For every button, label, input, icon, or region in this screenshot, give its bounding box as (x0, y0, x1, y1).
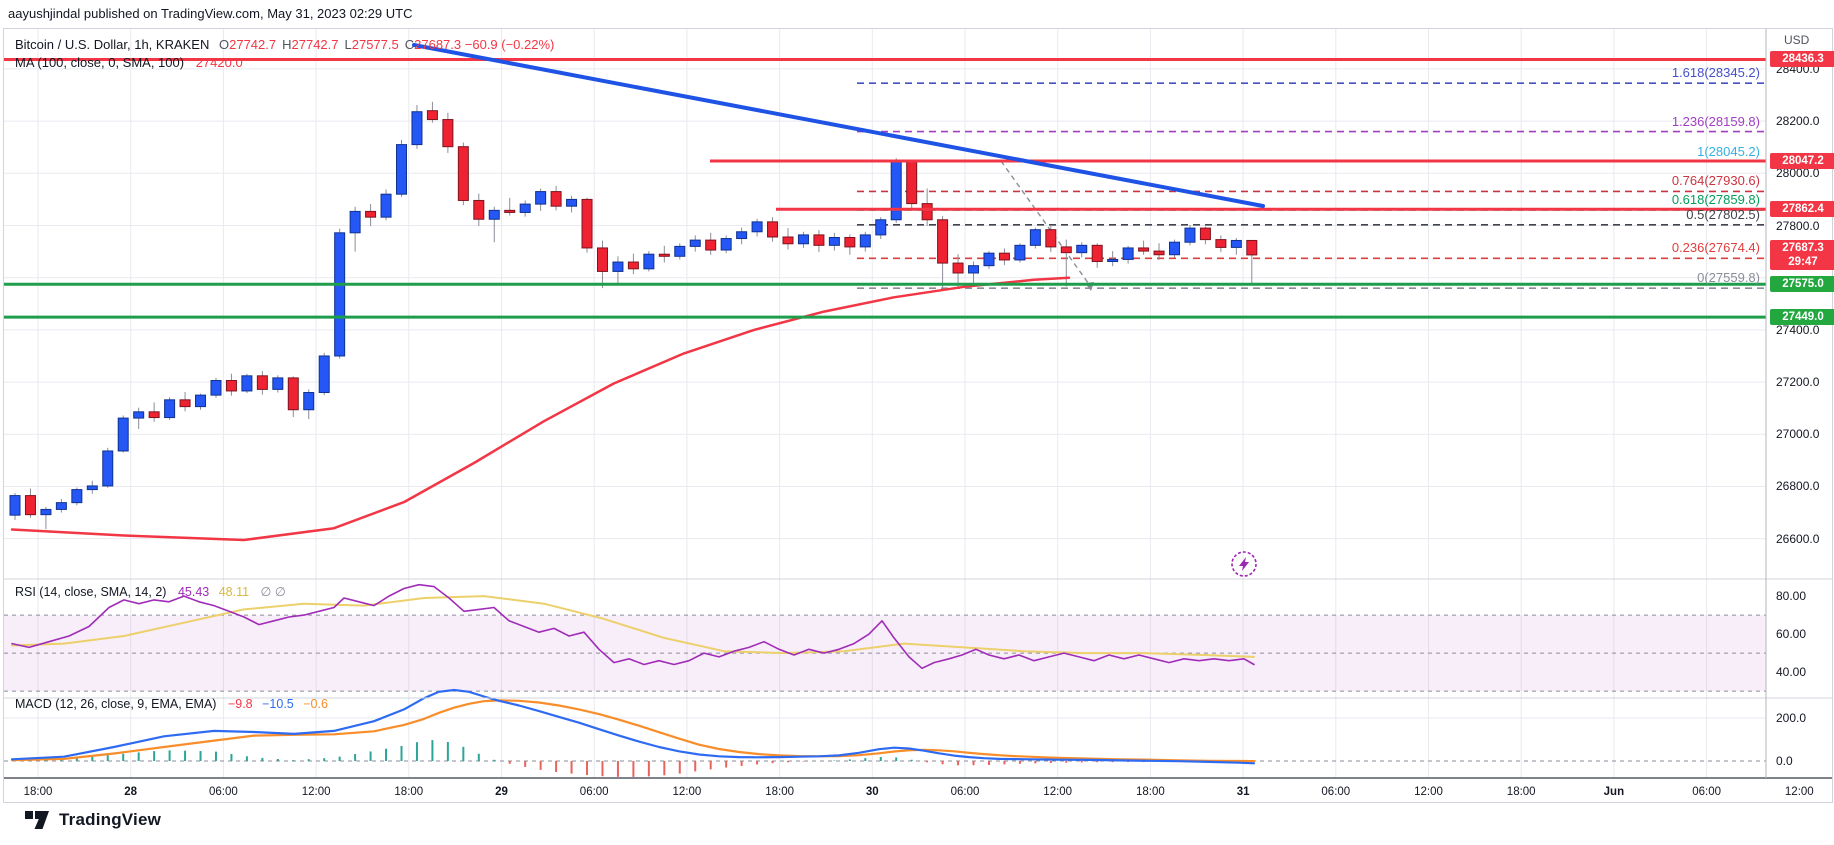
ma100-line (10, 276, 1071, 542)
price-badge-28047.2[interactable]: 28047.2 (1770, 152, 1834, 169)
time-label-29[interactable]: 29 (495, 786, 508, 798)
descending-trendline (412, 43, 1265, 208)
candles-layer (9, 101, 1258, 530)
footer: TradingView (25, 810, 161, 830)
fib-label-0.764: 0.764(27930.6) (1671, 173, 1760, 189)
price-tick-27200.0: 27200.0 (1776, 375, 1820, 390)
price-tick-28200.0: 28200.0 (1776, 114, 1820, 129)
price-badge-27862.4[interactable]: 27862.4 (1770, 201, 1834, 218)
chart-canvas[interactable] (4, 29, 1832, 802)
fib-label-0.5: 0.5(27802.5) (1686, 206, 1760, 222)
fib-label-1.236: 1.236(28159.8) (1671, 113, 1760, 129)
macd-tick-200.0: 200.0 (1776, 711, 1807, 725)
bar-countdown: 29:47 (1788, 255, 1818, 268)
fib-guide-arrow (1000, 160, 1092, 288)
rsi-line (11, 583, 1255, 670)
rsi-tick-80.00: 80.00 (1776, 589, 1807, 604)
time-label-06:00[interactable]: 06:00 (1692, 786, 1721, 798)
attribution-text: aayushjindal published on TradingView.co… (8, 6, 413, 21)
macd-plot (10, 688, 1256, 777)
time-label-18:00[interactable]: 18:00 (765, 786, 794, 798)
chart-area[interactable]: Bitcoin / U.S. Dollar, 1h, KRAKEN O27742… (3, 28, 1834, 803)
price-tick-27800.0: 27800.0 (1776, 218, 1820, 233)
rsi-band (4, 614, 1766, 692)
time-label-06:00[interactable]: 06:00 (209, 786, 238, 798)
macd-signal-line (10, 699, 1256, 763)
fib-label-1.618: 1.618(28345.2) (1671, 65, 1760, 81)
rsi-sma-line (11, 595, 1255, 658)
horizontal-lines (4, 57, 1766, 319)
time-label-18:00[interactable]: 18:00 (394, 786, 424, 798)
footer-brand-text[interactable]: TradingView (59, 810, 162, 829)
currency-label: USD (1784, 33, 1810, 47)
price-tick-28000.0: 28000.0 (1776, 166, 1820, 181)
fib-label-1: 1(28045.2) (1697, 143, 1760, 159)
lightning-icon (1231, 551, 1257, 577)
price-tick-27000.0: 27000.0 (1776, 427, 1820, 442)
price-badge-27687.3[interactable]: 27687.3 29:47 (1770, 239, 1834, 270)
time-label-Jun[interactable]: Jun (1603, 786, 1625, 798)
price-tick-26600.0: 26600.0 (1776, 531, 1820, 546)
time-label-12:00[interactable]: 12:00 (1784, 786, 1814, 798)
price-badge-27449.0[interactable]: 27449.0 (1770, 309, 1834, 326)
price-badge-28436.3[interactable]: 28436.3 (1770, 51, 1834, 68)
price-tick-27400.0: 27400.0 (1776, 322, 1820, 337)
time-label-18:00[interactable]: 18:00 (23, 786, 53, 798)
price-badge-27575.0[interactable]: 27575.0 (1770, 276, 1834, 293)
macd-tick-0.0: 0.0 (1776, 754, 1793, 768)
price-tick-26800.0: 26800.0 (1776, 479, 1820, 494)
time-label-06:00[interactable]: 06:00 (950, 786, 980, 798)
time-label-31[interactable]: 31 (1236, 786, 1250, 798)
time-label-30[interactable]: 30 (865, 786, 879, 798)
time-label-12:00[interactable]: 12:00 (1414, 786, 1443, 798)
time-label-12:00[interactable]: 12:00 (301, 786, 331, 798)
time-label-06:00[interactable]: 06:00 (1321, 786, 1351, 798)
time-label-06:00[interactable]: 06:00 (579, 786, 609, 798)
time-label-28[interactable]: 28 (124, 786, 138, 798)
time-label-18:00[interactable]: 18:00 (1506, 786, 1536, 798)
rsi-tick-60.00: 60.00 (1776, 627, 1807, 642)
time-label-12:00[interactable]: 12:00 (1043, 786, 1073, 798)
fib-label-0.618: 0.618(27859.8) (1671, 191, 1760, 207)
rsi-plot (11, 583, 1255, 670)
fib-label-0.236: 0.236(27674.4) (1671, 240, 1760, 256)
macd-line (10, 688, 1256, 765)
rsi-tick-40.00: 40.00 (1776, 665, 1807, 680)
fib-label-0: 0(27559.8) (1697, 270, 1760, 286)
time-label-12:00[interactable]: 12:00 (672, 786, 702, 798)
time-label-18:00[interactable]: 18:00 (1136, 786, 1165, 798)
tradingview-logo-icon[interactable] (25, 810, 51, 830)
